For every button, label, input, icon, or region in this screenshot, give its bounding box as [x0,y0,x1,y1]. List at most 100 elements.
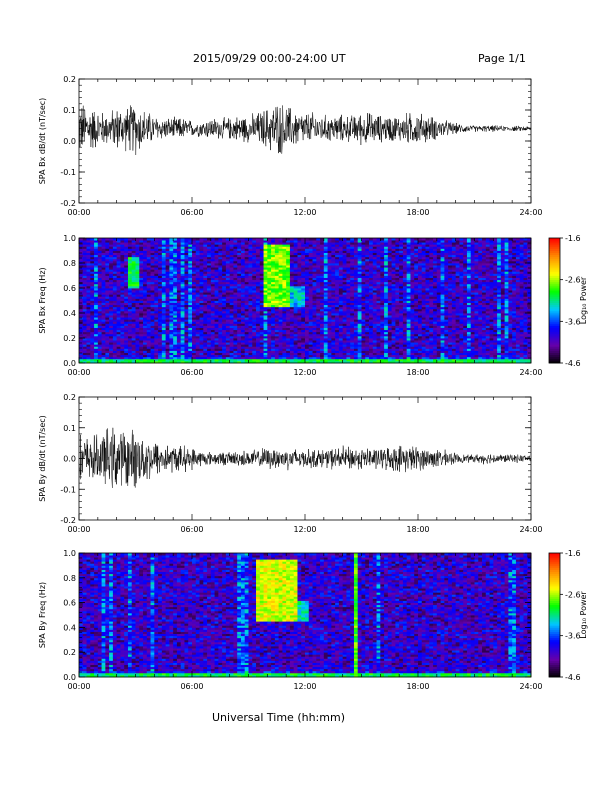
spectrogram-cell [353,244,359,247]
spectrogram-cell [308,356,313,360]
spectrogram-cell [357,333,362,337]
spectrogram-cell [97,319,102,322]
spectrogram-cell [184,277,189,281]
spectrogram-cell [131,356,136,360]
spectrogram-cell [116,296,121,299]
spectrogram-cell [244,275,249,278]
spectrogram-cell [120,254,125,258]
spectrogram-cell [259,260,264,264]
spectrogram-cell [90,294,95,297]
spectrogram-cell [82,342,87,345]
spectrogram-cell [274,319,280,322]
spectrogram-cell [248,250,253,253]
spectrogram-cell [380,275,385,278]
spectrogram-cell [263,288,268,291]
spectrogram-cell [188,258,193,262]
spectrogram-cell [139,298,144,301]
spectrogram-cell [353,360,359,364]
spectrogram-cell [94,242,99,245]
spectrogram-cell [365,335,370,339]
spectrogram-cell [207,254,212,258]
spectrogram-cell [188,323,193,326]
spectrogram-cell [176,325,182,328]
spectrogram-cell [331,273,336,276]
spectrogram-cell [143,242,148,245]
spectrogram-cell [109,302,114,306]
spectrogram-cell [161,258,167,262]
spectrogram-cell [252,333,257,337]
spectrogram-cell [105,269,110,272]
spectrogram-cell [372,292,377,295]
spectrogram-cell [120,288,125,291]
spectrogram-cell [316,356,321,360]
spectrogram-cell [214,323,219,326]
spectrogram-cell [286,342,291,345]
spectrogram-cell [86,263,91,266]
spectrogram-cell [214,271,219,274]
spectrogram-cell [86,321,91,324]
spectrogram-cell [161,308,167,312]
spectrogram-cell [342,269,347,272]
spectrogram-cell [143,327,148,331]
spectrogram-cell [188,271,193,274]
spectrogram-cell [222,238,227,241]
spectrogram-cell [120,240,125,243]
spectrogram-cell [109,310,114,314]
spectrogram-cell [218,340,223,343]
spectrogram-cell [184,331,189,335]
spectrogram-cell [143,254,148,258]
spectrogram-cell [82,244,87,247]
spectrogram-cell [150,338,155,341]
spectrogram-cell [131,319,136,322]
spectrogram-cell [176,335,182,339]
spectrogram-cell [338,271,344,274]
spectrogram-cell [94,313,99,316]
spectrogram-cell [161,279,167,283]
spectrogram-cell [365,252,370,256]
spectrogram-cell [207,317,212,320]
spectrogram-cell [94,296,99,299]
spectrogram-cell [176,344,182,347]
spectrogram-cell [237,302,242,306]
spectrogram-cell [357,342,362,345]
spectrogram-cell [225,298,231,301]
spectrogram-cell [176,279,182,283]
spectrogram-cell [158,348,163,351]
spectrogram-cell [154,240,159,243]
spectrogram-cell [105,302,110,306]
spectrogram-cell [384,333,389,337]
spectrogram-cell [188,335,193,339]
spectrogram-cell [203,340,208,343]
spectrogram-cell [308,319,313,322]
spectrogram-cell [357,360,362,364]
spectrogram-cell [346,331,351,335]
spectrogram-cell [169,304,174,308]
spectrogram-cell [350,238,355,241]
spectrogram-cell [248,300,253,303]
spectrogram-cell [305,238,310,241]
spectrogram-cell [105,250,110,253]
spectrogram-cell [233,348,238,351]
spectrogram-cell [192,344,197,347]
spectrogram-cell [90,242,95,245]
spectrogram-cell [222,256,227,260]
spectrogram-cell [82,331,87,335]
spectrogram-cell [169,313,174,316]
spectrogram-cell [301,321,306,324]
spectrogram-cell [312,329,317,333]
spectrogram-cell [192,335,197,339]
spectrogram-cell [131,306,136,310]
spectrogram-cell [372,252,377,256]
spectrogram-cell [124,310,129,314]
spectrogram-cell [169,306,174,310]
spectrogram-cell [192,240,197,243]
spectrogram-cell [112,271,118,274]
spectrogram-cell [127,331,133,335]
spectrogram-cell [376,340,381,343]
spectrogram-cell [376,285,381,289]
spectrogram-cell [105,260,110,264]
spectrogram-cell [338,315,344,318]
spectrogram-cell [278,331,283,335]
spectrogram-cell [248,283,253,287]
spectrogram-cell [259,352,264,356]
